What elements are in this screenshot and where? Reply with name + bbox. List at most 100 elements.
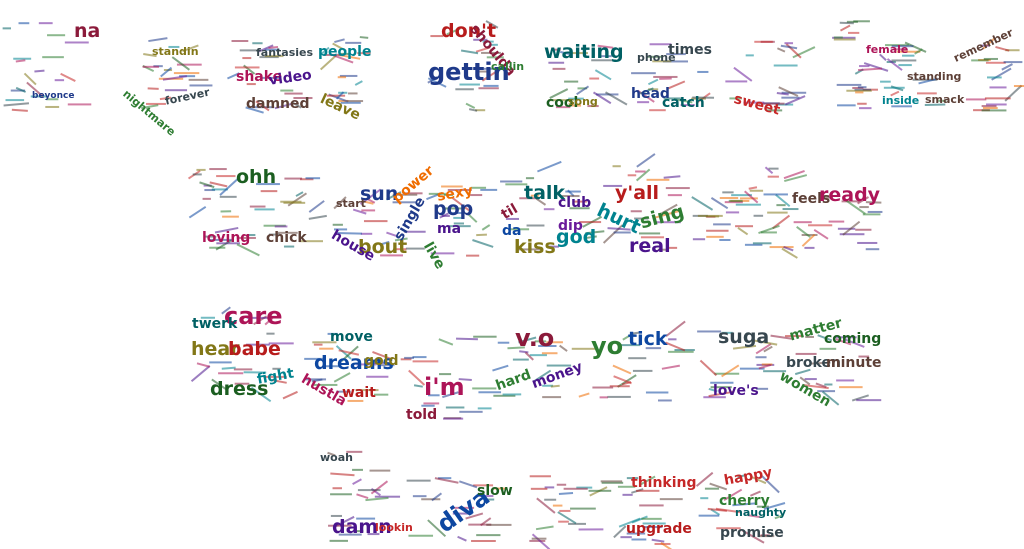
filler-glyph [256, 183, 280, 186]
filler-glyph [645, 391, 669, 394]
filler-glyph [492, 487, 506, 490]
filler-glyph [190, 365, 211, 383]
filler-glyph [609, 385, 630, 388]
filler-glyph [356, 517, 376, 520]
filler-glyph [249, 205, 266, 208]
filler-glyph [833, 36, 843, 39]
filler-glyph [833, 38, 856, 41]
filler-glyph [857, 102, 867, 105]
filler-glyph [700, 497, 709, 500]
filler-glyph [837, 227, 856, 230]
filler-glyph [587, 105, 599, 108]
filler-glyph [160, 66, 173, 78]
filler-glyph [519, 197, 540, 200]
filler-glyph [266, 332, 275, 335]
filler-glyph [304, 357, 325, 360]
filler-glyph [893, 48, 907, 51]
cloud-word: waiting [544, 41, 624, 63]
cloud-word: ready [819, 184, 881, 206]
filler-glyph [188, 78, 209, 81]
filler-glyph [507, 346, 525, 350]
filler-glyph [832, 36, 856, 39]
filler-glyph [651, 538, 665, 543]
filler-glyph [570, 507, 596, 510]
filler-glyph [673, 98, 693, 104]
filler-glyph [192, 173, 202, 176]
filler-glyph [430, 252, 455, 255]
filler-glyph [639, 87, 654, 95]
filler-glyph [559, 50, 571, 56]
filler-glyph [385, 191, 402, 201]
filler-glyph [708, 390, 735, 398]
filler-glyph [209, 361, 232, 364]
filler-glyph [357, 52, 371, 55]
filler-glyph [530, 487, 548, 490]
filler-glyph [776, 204, 786, 207]
filler-glyph [23, 72, 37, 86]
filler-glyph [352, 468, 363, 471]
filler-glyph [477, 407, 492, 410]
filler-glyph [448, 225, 471, 228]
filler-glyph [1013, 85, 1024, 88]
filler-glyph [617, 485, 636, 488]
cloud-word: dreams [314, 352, 394, 374]
filler-glyph [668, 246, 678, 249]
filler-glyph [493, 394, 516, 397]
cloud-word: promise [720, 525, 784, 541]
filler-glyph [313, 383, 338, 386]
filler-glyph [15, 59, 26, 63]
filler-glyph [364, 200, 374, 205]
filler-glyph [263, 224, 286, 227]
filler-glyph [661, 364, 681, 370]
filler-glyph [773, 64, 798, 67]
cloud-word: gold [364, 353, 399, 369]
filler-glyph [819, 347, 837, 350]
filler-glyph [497, 341, 510, 344]
filler-glyph [763, 502, 786, 511]
filler-glyph [486, 523, 512, 526]
filler-glyph [731, 194, 752, 197]
filler-glyph [525, 177, 535, 180]
filler-glyph [708, 387, 718, 393]
filler-glyph [879, 53, 887, 61]
filler-glyph [836, 379, 855, 382]
filler-glyph [981, 105, 997, 108]
filler-glyph [30, 95, 47, 98]
filler-glyph [576, 85, 590, 96]
filler-glyph [340, 52, 349, 55]
filler-glyph [421, 498, 441, 501]
filler-glyph [481, 224, 491, 231]
filler-glyph [801, 233, 816, 247]
filler-glyph [369, 469, 391, 472]
filler-glyph [246, 343, 270, 346]
filler-glyph [442, 207, 466, 210]
cloud-word: loving [202, 230, 251, 246]
filler-glyph [209, 246, 226, 249]
filler-glyph [663, 175, 681, 179]
filler-glyph [542, 384, 554, 387]
filler-glyph [591, 59, 616, 62]
filler-glyph [635, 170, 646, 173]
filler-glyph [556, 483, 567, 486]
filler-glyph [837, 104, 856, 107]
cloud-word: upgrade [626, 521, 692, 537]
filler-glyph [644, 526, 663, 529]
filler-glyph [222, 215, 239, 218]
cloud-word: club [558, 195, 592, 211]
filler-glyph [3, 102, 30, 107]
filler-glyph [283, 245, 295, 248]
filler-glyph [804, 246, 815, 249]
filler-glyph [354, 530, 364, 533]
filler-glyph [480, 517, 492, 527]
filler-glyph [793, 221, 812, 224]
filler-glyph [221, 366, 236, 370]
cloud-word: bout [358, 236, 408, 258]
filler-glyph [914, 48, 923, 55]
filler-glyph [612, 165, 621, 168]
filler-glyph [260, 190, 278, 193]
filler-glyph [280, 200, 302, 203]
filler-glyph [578, 392, 590, 398]
filler-glyph [412, 356, 427, 359]
filler-glyph [817, 334, 833, 342]
cloud-word: don't [441, 20, 497, 42]
